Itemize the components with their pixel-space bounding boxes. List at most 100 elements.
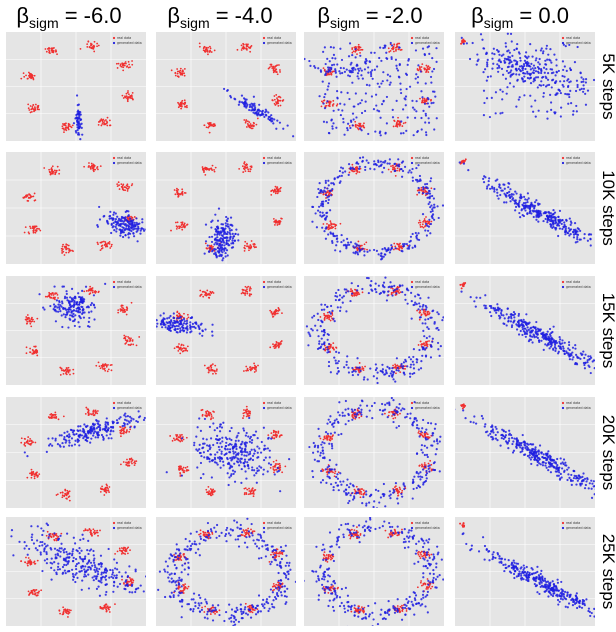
generated-data-point <box>532 64 536 67</box>
real-data-point <box>364 365 366 368</box>
legend-label-generated: generated data <box>117 161 142 165</box>
generated-data-point <box>273 118 276 121</box>
generated-data-point <box>374 288 377 291</box>
column-title: βsigm = -6.0 <box>16 3 121 31</box>
real-data-point <box>178 103 180 105</box>
real-data-point <box>279 187 281 190</box>
real-data-point <box>90 162 93 165</box>
generated-data-point <box>426 224 429 227</box>
real-data-point <box>128 337 131 340</box>
generated-data-point <box>553 345 557 349</box>
generated-data-point <box>110 222 113 225</box>
generated-data-point <box>395 64 398 67</box>
generated-data-point <box>511 73 514 76</box>
generated-data-point <box>67 326 70 329</box>
real-data-point <box>326 191 329 194</box>
generated-data-point <box>530 105 533 108</box>
generated-data-point <box>121 230 124 233</box>
real-data-point <box>125 65 128 68</box>
real-data-point <box>213 170 216 173</box>
generated-data-point <box>348 243 351 246</box>
real-data-point <box>323 312 325 315</box>
real-data-point <box>69 249 72 252</box>
generated-data-point <box>123 219 126 222</box>
generated-data-point <box>419 297 422 300</box>
real-data-point <box>103 120 106 122</box>
legend-label-real: real data <box>415 156 429 160</box>
generated-data-point <box>490 96 493 99</box>
generated-data-point <box>574 347 577 350</box>
generated-data-point <box>401 290 404 294</box>
real-data-point <box>179 347 182 350</box>
generated-data-point <box>161 326 164 329</box>
real-data-point <box>387 168 390 171</box>
generated-data-point <box>164 323 167 326</box>
real-data-point <box>282 99 285 101</box>
real-data-point <box>204 242 207 245</box>
generated-data-point <box>374 363 377 366</box>
generated-data-point <box>327 233 330 236</box>
generated-data-point <box>507 65 510 68</box>
generated-data-point <box>433 322 436 325</box>
legend-marker-generated <box>262 285 266 289</box>
generated-data-point <box>551 79 554 82</box>
real-data-point <box>34 351 36 354</box>
generated-data-point <box>331 64 334 67</box>
real-data-point <box>393 166 396 169</box>
generated-data-point <box>352 251 355 254</box>
real-data-point <box>92 170 95 173</box>
generated-data-point <box>536 327 539 330</box>
real-data-point <box>460 287 463 290</box>
generated-data-point <box>380 252 383 255</box>
generated-data-point <box>339 306 342 309</box>
generated-data-point <box>538 63 541 66</box>
real-data-point <box>104 245 107 248</box>
real-data-point <box>181 188 184 191</box>
generated-data-point <box>394 380 397 383</box>
real-data-point <box>247 285 250 288</box>
real-data-point <box>99 249 102 251</box>
generated-data-point <box>429 75 433 79</box>
real-data-point <box>213 168 215 171</box>
real-data-point <box>176 191 179 194</box>
real-data-point <box>242 45 245 48</box>
generated-data-point <box>413 371 416 375</box>
generated-data-point <box>65 290 68 293</box>
real-data-point <box>396 242 398 245</box>
generated-data-point <box>117 219 120 222</box>
generated-data-point <box>390 244 393 247</box>
real-data-point <box>26 199 29 202</box>
real-data-point <box>181 193 184 196</box>
generated-data-point <box>389 41 392 45</box>
generated-data-point <box>349 241 353 244</box>
generated-data-point <box>417 64 420 67</box>
real-data-point <box>351 48 354 51</box>
generated-data-point <box>431 56 434 60</box>
generated-data-point <box>167 324 170 328</box>
real-data-point <box>276 192 279 195</box>
generated-data-point <box>323 328 326 332</box>
legend-marker-generated <box>262 41 266 45</box>
real-data-point <box>63 494 66 497</box>
generated-data-point <box>512 321 515 324</box>
generated-data-point <box>534 49 538 52</box>
generated-data-point <box>70 298 74 301</box>
generated-data-point <box>423 53 426 56</box>
generated-data-point <box>82 316 86 319</box>
real-data-point <box>274 192 277 195</box>
generated-data-point <box>425 234 428 237</box>
real-data-point <box>48 49 50 52</box>
generated-data-point <box>309 64 312 67</box>
generated-data-point <box>354 68 357 71</box>
generated-data-point <box>498 317 501 320</box>
generated-data-point <box>561 227 564 231</box>
generated-data-point <box>132 235 136 238</box>
generated-data-point <box>421 47 425 50</box>
real-data-point <box>105 243 107 246</box>
generated-data-point <box>136 227 140 230</box>
generated-data-point <box>359 156 362 159</box>
real-data-point <box>62 127 65 130</box>
real-data-point <box>394 366 397 369</box>
generated-data-point <box>422 186 425 189</box>
